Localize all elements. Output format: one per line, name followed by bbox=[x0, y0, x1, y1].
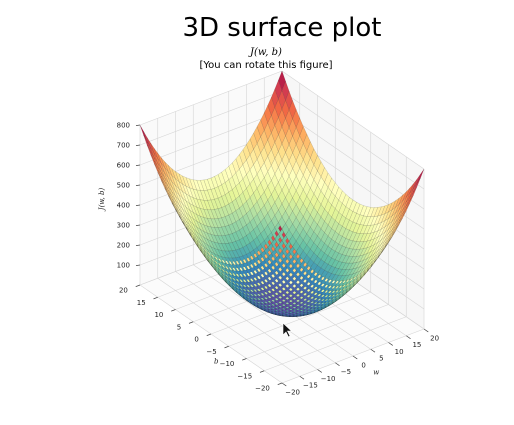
surface-face bbox=[299, 126, 308, 144]
w-tick-label: −10 bbox=[321, 375, 336, 383]
subtitle-note: [You can rotate this figure] bbox=[199, 60, 332, 71]
b-tick bbox=[259, 370, 265, 373]
w-tick-label: 0 bbox=[361, 361, 365, 369]
w-tick bbox=[388, 342, 393, 346]
w-tick bbox=[281, 382, 287, 387]
j-tick bbox=[135, 144, 141, 146]
j-tick bbox=[135, 264, 141, 266]
b-tick-label: −15 bbox=[237, 372, 252, 380]
b-tick bbox=[206, 333, 212, 336]
w-tick-label: 10 bbox=[395, 348, 404, 356]
surface-face bbox=[313, 155, 322, 172]
b-tick-label: −5 bbox=[206, 348, 216, 356]
w-tick bbox=[317, 369, 322, 373]
j-tick-label: 400 bbox=[117, 202, 130, 210]
j-tick bbox=[135, 124, 141, 126]
b-tick-label: 0 bbox=[194, 336, 198, 344]
surface-face bbox=[359, 205, 368, 217]
b-tick-label: 5 bbox=[177, 323, 181, 331]
w-tick-label: 5 bbox=[379, 355, 383, 363]
j-tick-label: 500 bbox=[117, 182, 130, 190]
grid-line-b bbox=[246, 304, 389, 359]
w-tick-label: −5 bbox=[341, 368, 351, 376]
j-tick bbox=[135, 224, 141, 226]
grid-line-j bbox=[139, 90, 283, 146]
grid-line-b bbox=[228, 291, 371, 347]
subtitle-math: J(w, b) bbox=[248, 47, 282, 58]
surface-face bbox=[278, 70, 286, 91]
surface-face bbox=[409, 179, 418, 194]
grid-line-j bbox=[281, 70, 425, 170]
b-tick bbox=[153, 296, 158, 300]
surface-face bbox=[345, 197, 354, 210]
j-tick-label: 100 bbox=[117, 262, 130, 270]
surface-face bbox=[395, 194, 403, 208]
b-tick-label: −10 bbox=[220, 360, 235, 368]
b-axis-label: b bbox=[214, 358, 219, 366]
grid-line-j bbox=[281, 90, 425, 190]
w-tick bbox=[299, 375, 305, 380]
j-tick-label: 600 bbox=[117, 162, 130, 170]
w-tick bbox=[370, 348, 376, 353]
surface-face bbox=[384, 202, 393, 215]
w-tick-label: −20 bbox=[285, 388, 300, 396]
w-tick-label: −15 bbox=[303, 382, 318, 390]
b-tick-label: 20 bbox=[119, 287, 128, 295]
surface-face bbox=[349, 199, 357, 212]
surface-face bbox=[310, 148, 318, 166]
j-tick-label: 300 bbox=[117, 222, 130, 230]
surface-face bbox=[324, 172, 332, 188]
b-tick-label: 10 bbox=[154, 311, 163, 319]
w-tick bbox=[352, 355, 358, 360]
surface-face bbox=[416, 168, 425, 184]
b-tick bbox=[188, 321, 194, 324]
surface-face bbox=[374, 206, 382, 217]
b-tick-label: 15 bbox=[137, 299, 146, 307]
grid-line-j bbox=[281, 110, 425, 210]
j-tick-label: 800 bbox=[117, 122, 130, 130]
surface-face bbox=[338, 190, 347, 204]
grid-line-b bbox=[264, 316, 407, 372]
surface-face bbox=[381, 204, 389, 216]
j-tick bbox=[135, 204, 141, 206]
axes-ticks: −20−15−10−505101520w−20−15−10−505101520b… bbox=[98, 122, 439, 397]
b-tick bbox=[242, 358, 247, 361]
grid-line-j bbox=[139, 110, 283, 166]
surface-mesh bbox=[139, 70, 425, 317]
mouse-cursor-icon bbox=[282, 322, 293, 338]
surface-face bbox=[388, 200, 396, 213]
b-tick bbox=[171, 309, 176, 312]
j-tick bbox=[135, 244, 141, 246]
j-tick bbox=[135, 164, 141, 166]
w-tick bbox=[335, 362, 340, 366]
j-tick bbox=[135, 184, 141, 186]
w-axis-label: w bbox=[373, 369, 379, 377]
b-tick bbox=[224, 345, 229, 349]
grid-line-j bbox=[139, 70, 283, 126]
w-tick bbox=[423, 328, 429, 333]
figure-title: 3D surface plot bbox=[182, 13, 381, 43]
w-tick-label: 20 bbox=[430, 334, 439, 342]
j-axis-label: J(w, b) bbox=[98, 188, 106, 213]
surface-face bbox=[370, 207, 379, 217]
b-tick bbox=[135, 284, 141, 287]
surface-face bbox=[335, 186, 343, 201]
w-tick-label: 15 bbox=[412, 341, 421, 349]
j-tick-label: 200 bbox=[117, 242, 130, 250]
b-tick-label: −20 bbox=[255, 385, 270, 393]
b-tick bbox=[277, 382, 283, 385]
w-tick bbox=[406, 335, 411, 339]
surface-face bbox=[406, 183, 414, 198]
j-tick-label: 700 bbox=[117, 142, 130, 150]
surface-face bbox=[288, 100, 297, 120]
